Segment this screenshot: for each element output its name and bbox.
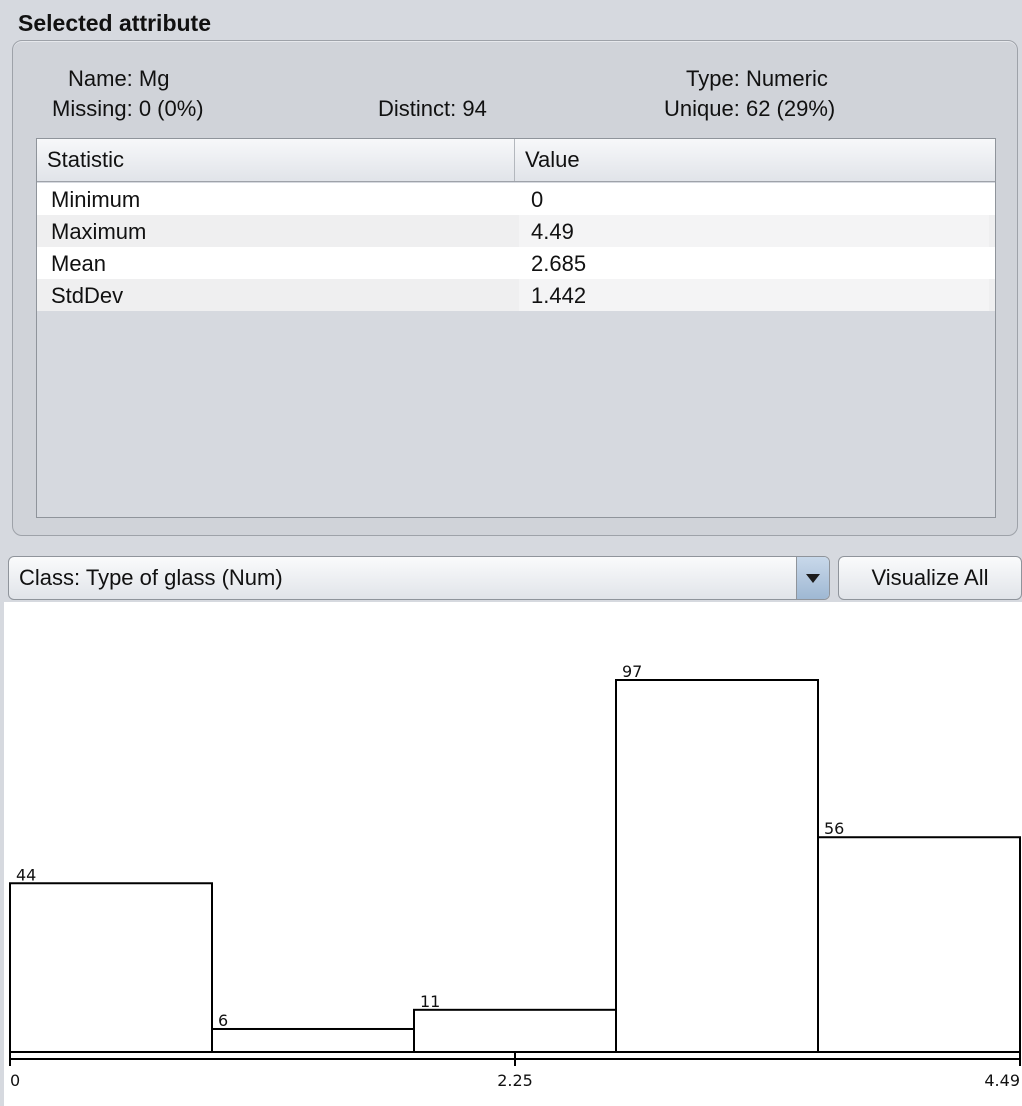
type-info: Type: Numeric xyxy=(686,66,828,92)
bar-value-label: 56 xyxy=(824,819,844,838)
value-cell: 0 xyxy=(519,183,989,215)
histogram-panel: 44 6 11 97 56 0 2.25 4.49 xyxy=(4,602,1022,1106)
bar-value-label: 6 xyxy=(218,1011,228,1030)
type-value: Numeric xyxy=(745,66,828,91)
class-selector[interactable]: Class: Type of glass (Num) xyxy=(8,556,830,600)
missing-value: 0 (0%) xyxy=(138,96,204,121)
bar-value-label: 44 xyxy=(16,865,36,884)
histogram-bar xyxy=(9,882,213,1053)
name-info: Name: Mg xyxy=(68,66,169,92)
column-header-value[interactable]: Value xyxy=(525,147,580,172)
histogram-bar xyxy=(211,1027,415,1053)
histogram-bar xyxy=(615,679,819,1053)
class-selector-value: Class: Type of glass (Num) xyxy=(19,565,283,590)
distinct-label: Distinct: xyxy=(378,96,457,121)
histogram-bar xyxy=(817,836,1021,1053)
name-value: Mg xyxy=(138,66,170,91)
bar-value-label: 11 xyxy=(420,992,440,1011)
x-tick-label: 2.25 xyxy=(497,1071,533,1090)
type-label: Type: xyxy=(686,66,740,91)
value-cell: 4.49 xyxy=(519,215,989,247)
statistic-cell: StdDev xyxy=(51,283,124,308)
unique-label: Unique: xyxy=(664,96,740,121)
visualize-all-button[interactable]: Visualize All xyxy=(838,556,1022,600)
unique-info: Unique: 62 (29%) xyxy=(664,96,835,122)
table-row[interactable]: StdDev 1.442 xyxy=(37,279,995,311)
missing-label: Missing: xyxy=(52,96,133,121)
chevron-down-icon xyxy=(806,573,820,583)
section-title: Selected attribute xyxy=(18,10,211,36)
statistic-cell: Minimum xyxy=(51,187,141,212)
column-header-statistic[interactable]: Statistic xyxy=(37,139,515,181)
x-tick-label: 4.49 xyxy=(984,1071,1020,1090)
histogram-chart: 44 6 11 97 56 0 2.25 4.49 xyxy=(9,662,1021,1090)
table-row[interactable]: Minimum 0 xyxy=(37,183,995,215)
x-tick-label: 0 xyxy=(10,1071,20,1090)
distinct-value: 94 xyxy=(462,96,487,121)
name-label: Name: xyxy=(68,66,133,91)
bar-value-label: 97 xyxy=(622,662,642,681)
table-row[interactable]: Maximum 4.49 xyxy=(37,215,995,247)
statistics-table[interactable]: Statistic Value Minimum 0 Maximum 4.49 M… xyxy=(36,138,996,518)
dropdown-arrow-button[interactable] xyxy=(796,557,829,599)
value-cell: 2.685 xyxy=(519,247,989,279)
histogram-bar xyxy=(413,1008,617,1053)
table-header: Statistic Value xyxy=(37,139,995,182)
table-row[interactable]: Mean 2.685 xyxy=(37,247,995,279)
value-cell: 1.442 xyxy=(519,279,989,311)
missing-info: Missing: 0 (0%) xyxy=(52,96,204,122)
distinct-info: Distinct: 94 xyxy=(378,96,487,122)
statistic-cell: Mean xyxy=(51,251,107,276)
statistic-cell: Maximum xyxy=(51,219,147,244)
unique-value: 62 (29%) xyxy=(745,96,836,121)
